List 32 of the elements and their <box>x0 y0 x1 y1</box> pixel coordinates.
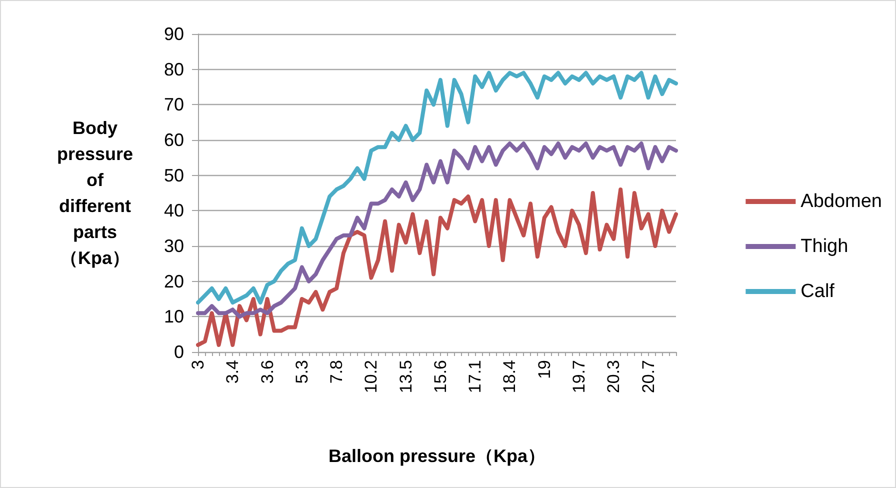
legend-label: Abdomen <box>800 191 882 212</box>
x-tick-label: 7.8 <box>327 360 346 384</box>
y-tick-label: 30 <box>164 236 184 256</box>
x-tick-label: 18.4 <box>500 360 520 394</box>
y-tick-label: 90 <box>164 24 184 44</box>
x-tick-label: 17.1 <box>466 360 485 394</box>
x-tick-label: 13.5 <box>396 360 416 394</box>
line-series <box>196 142 678 319</box>
x-tick-label: 10.2 <box>362 360 381 394</box>
y-tick-label: 0 <box>174 342 184 362</box>
x-tick-label: 20.3 <box>604 360 624 394</box>
x-axis-title: Balloon pressure（Kpa） <box>328 446 546 466</box>
line-series <box>196 70 678 305</box>
y-tick-label: 50 <box>164 165 184 186</box>
x-tick-label: 15.6 <box>430 360 450 394</box>
line-series <box>196 187 678 347</box>
x-tick-label: 19.7 <box>570 360 589 394</box>
x-tick-label: 3 <box>188 360 208 370</box>
x-tick-label: 5.3 <box>292 360 312 384</box>
legend-label: Thigh <box>800 236 848 257</box>
y-tick-label: 60 <box>164 130 184 150</box>
y-tick-label: 70 <box>164 94 184 115</box>
x-tick-label: 3.4 <box>223 360 242 384</box>
y-tick-label: 20 <box>164 271 184 292</box>
x-tick-label: 19 <box>534 360 554 379</box>
x-tick-label: 20.7 <box>638 360 658 394</box>
y-tick-label: 40 <box>164 200 184 221</box>
y-axis-title: Body pressure of different parts （Kpa） <box>56 118 134 268</box>
y-tick-label: 10 <box>164 306 184 327</box>
legend-label: Calf <box>800 281 836 302</box>
y-tick-label: 80 <box>164 59 184 80</box>
x-tick-label: 3.6 <box>258 360 277 384</box>
